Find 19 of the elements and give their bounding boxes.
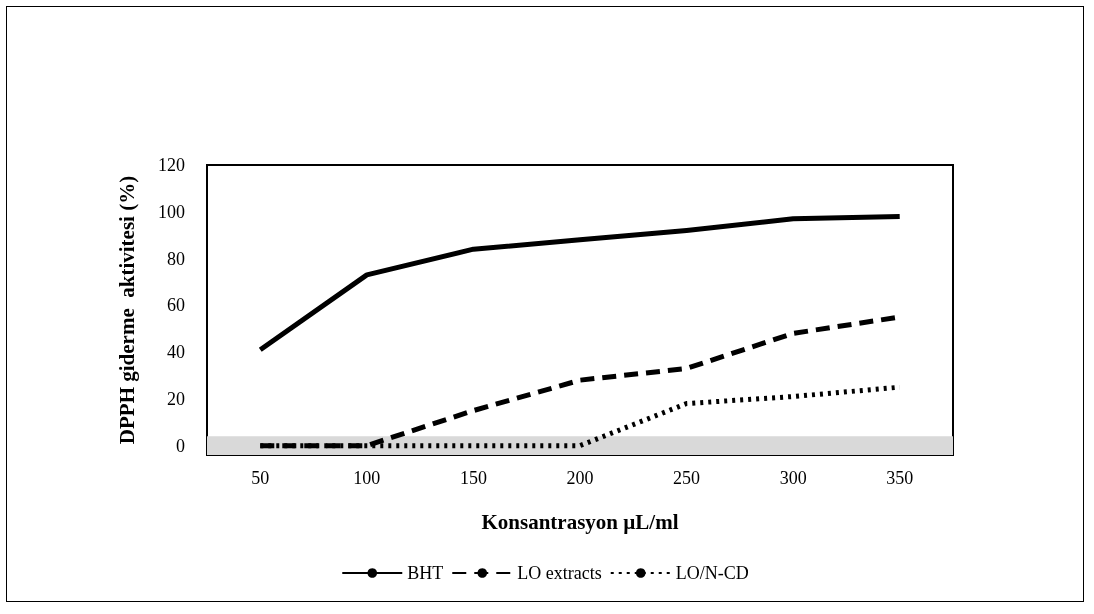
y-tick-label: 80 xyxy=(167,248,185,269)
x-tick-label: 250 xyxy=(673,468,701,488)
x-tick-label: 350 xyxy=(886,468,914,488)
x-tick-label: 50 xyxy=(251,468,270,488)
y-tick-label: 0 xyxy=(176,435,185,456)
legend-label: LO/N-CD xyxy=(675,563,749,583)
x-axis-title: Konsantrasyon µL/ml xyxy=(481,509,679,534)
legend-label: BHT xyxy=(407,563,444,583)
y-tick-label: 20 xyxy=(167,388,185,409)
y-tick-label: 40 xyxy=(167,342,185,363)
x-tick-label: 300 xyxy=(779,468,807,488)
x-tick-label: 100 xyxy=(353,468,381,488)
y-tick-label: 60 xyxy=(167,295,185,316)
y-tick-label: 120 xyxy=(158,155,185,175)
y-axis-title: DPPH giderme aktivitesi (%) xyxy=(114,175,139,445)
legend-label: LO extracts xyxy=(517,563,602,583)
x-tick-label: 200 xyxy=(566,468,594,488)
y-tick-label: 100 xyxy=(158,201,185,222)
x-tick-label: 150 xyxy=(459,468,487,488)
